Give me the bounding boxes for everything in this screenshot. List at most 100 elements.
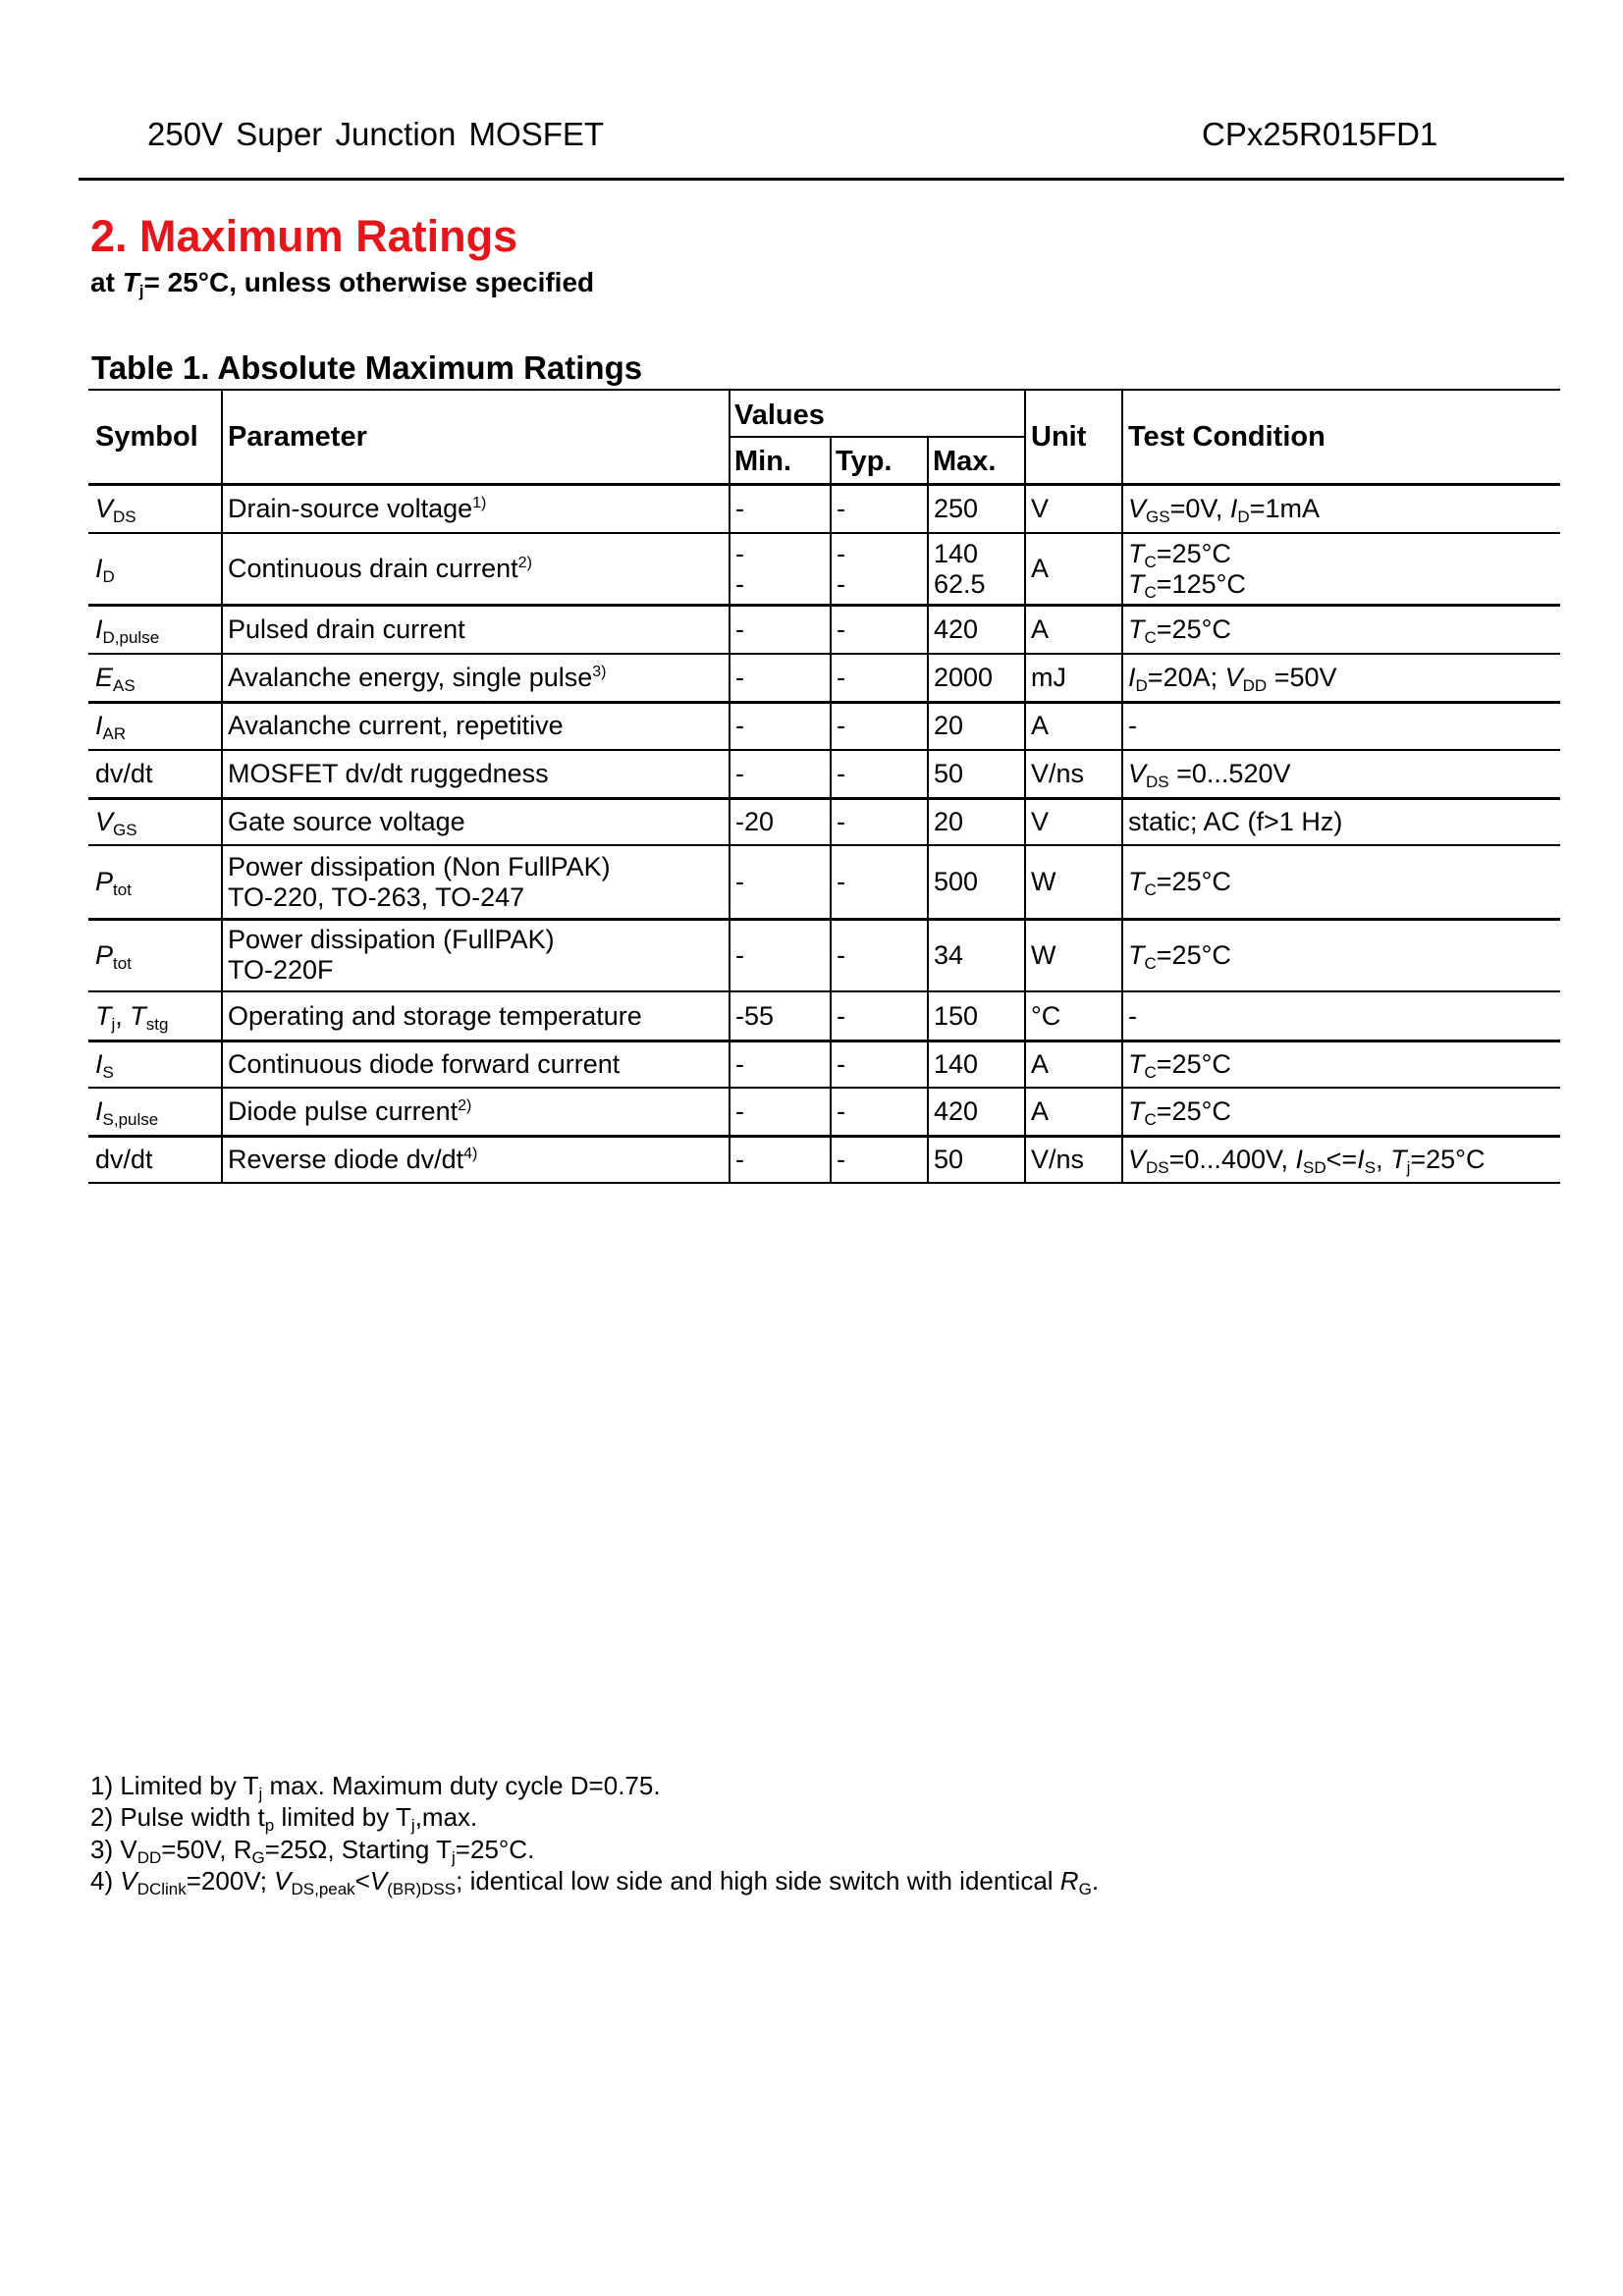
footnote-ref: 2): [517, 555, 532, 571]
text-segment: T: [1128, 614, 1145, 644]
text-segment: 2) Pulse width t: [90, 1802, 265, 1832]
unit-cell: A: [1031, 554, 1049, 584]
unit-cell: mJ: [1031, 663, 1066, 693]
unit-cell: A: [1031, 711, 1049, 741]
table-rule: [88, 701, 1560, 704]
table-rule: [88, 604, 1560, 607]
subscript: D: [1135, 676, 1148, 695]
symbol-cell: VGS: [95, 806, 137, 838]
subscript: p: [264, 1816, 275, 1835]
text-segment: V: [95, 806, 114, 836]
text-segment: T: [1128, 538, 1145, 568]
condition-cell: TC=25°C: [1128, 614, 1231, 646]
header-min: Min.: [734, 446, 791, 477]
subscript: j: [111, 1014, 116, 1034]
footnote: 4) VDClink=200V; VDS,peak<V(BR)DSS; iden…: [90, 1866, 1100, 1897]
text-segment: ; identical low side and high side switc…: [456, 1866, 1060, 1896]
header-symbol: Symbol: [95, 421, 198, 453]
subscript: C: [1144, 953, 1157, 973]
min-text: -20: [735, 806, 775, 836]
parameter-text: Reverse diode dv/dt: [228, 1144, 464, 1174]
unit-text: V/ns: [1031, 1144, 1085, 1174]
condition-cell: VDS =0...520V: [1128, 759, 1291, 790]
parameter-text: TO-220F: [228, 955, 334, 985]
text-segment: =25°C: [1156, 538, 1231, 568]
min-cell: -: [735, 539, 744, 569]
typ-text: -: [837, 614, 845, 644]
header-unit: Unit: [1031, 421, 1087, 453]
text-segment: .: [1091, 1866, 1100, 1896]
typ-cell: -: [837, 711, 845, 741]
max-text: 2000: [934, 663, 994, 692]
text-segment: limited by T: [274, 1802, 411, 1832]
header-parameter: Parameter: [228, 421, 367, 453]
text-segment: V: [120, 1866, 137, 1896]
max-text: 150: [934, 1000, 979, 1031]
text-segment: I: [1229, 493, 1238, 523]
min-text: -: [735, 538, 744, 568]
unit-cell: A: [1031, 614, 1049, 645]
text-segment: T: [1128, 1096, 1145, 1126]
unit-text: A: [1031, 614, 1050, 644]
table-rule: [88, 918, 1560, 921]
header-values: Values: [734, 400, 825, 431]
text-segment: T: [95, 1000, 112, 1031]
subscript: D,pulse: [102, 627, 160, 647]
text-segment: ,: [1376, 1144, 1391, 1174]
text-segment: =25°C: [1156, 867, 1231, 896]
subscript: GS: [1146, 507, 1170, 526]
typ-text: -: [837, 663, 845, 692]
text-segment: P: [95, 867, 114, 896]
parameter-cell: Power dissipation (FullPAK): [228, 925, 555, 955]
parameter-text: Diode pulse current: [228, 1096, 459, 1126]
parameter-cell: Pulsed drain current: [228, 614, 465, 645]
symbol-cell: ID,pulse: [95, 614, 160, 647]
text-segment: ,: [115, 1000, 131, 1031]
unit-cell: W: [1031, 867, 1055, 897]
text-segment: I: [1128, 663, 1136, 692]
column-rule: [729, 390, 730, 1183]
text-segment: T: [1128, 939, 1145, 970]
text-segment: -: [1128, 711, 1137, 740]
min-cell: -: [735, 940, 744, 971]
text-segment: =25°C: [1156, 1096, 1231, 1126]
max-cell: 62.5: [934, 569, 986, 600]
text-segment: T: [1128, 568, 1145, 599]
min-cell: -: [735, 1145, 744, 1175]
min-cell: -: [735, 1096, 744, 1127]
table-rule: [88, 1040, 1560, 1042]
unit-cell: A: [1031, 1049, 1049, 1080]
typ-cell: -: [837, 940, 845, 971]
typ-text: -: [837, 1096, 845, 1126]
typ-text: -: [837, 538, 845, 568]
text-segment: I: [95, 614, 103, 644]
max-text: 140: [934, 538, 979, 568]
column-rule: [221, 390, 223, 1183]
header-max: Max.: [933, 446, 997, 477]
symbol-cell: dv/dt: [95, 1145, 153, 1175]
symbol-cell: EAS: [95, 663, 135, 694]
max-cell: 420: [934, 1096, 978, 1127]
footnote: 1) Limited by Tj max. Maximum duty cycle…: [90, 1771, 661, 1802]
typ-text: -: [837, 759, 845, 788]
min-text: -: [735, 1144, 744, 1174]
text-segment: V: [1128, 759, 1147, 788]
typ-text: -: [837, 867, 845, 896]
unit-cell: V: [1031, 494, 1049, 524]
subscript: DS: [1146, 1157, 1169, 1177]
min-text: -: [735, 711, 744, 740]
text-segment: V: [1128, 1144, 1147, 1174]
condition-cell: ID=20A; VDD =50V: [1128, 663, 1337, 695]
subscript: tot: [113, 881, 132, 899]
max-cell: 500: [934, 867, 978, 897]
parameter-cell: Drain-source voltage1): [228, 494, 486, 524]
unit-text: V: [1031, 806, 1050, 836]
min-cell: -: [735, 569, 744, 600]
text-segment: T: [1128, 1048, 1145, 1079]
text-segment: -: [1128, 1000, 1137, 1031]
unit-cell: V/ns: [1031, 1145, 1084, 1175]
subscript: AR: [102, 724, 127, 743]
condition-cell: -: [1128, 711, 1137, 741]
typ-cell: -: [837, 867, 845, 897]
subscript: C: [1144, 1110, 1157, 1129]
